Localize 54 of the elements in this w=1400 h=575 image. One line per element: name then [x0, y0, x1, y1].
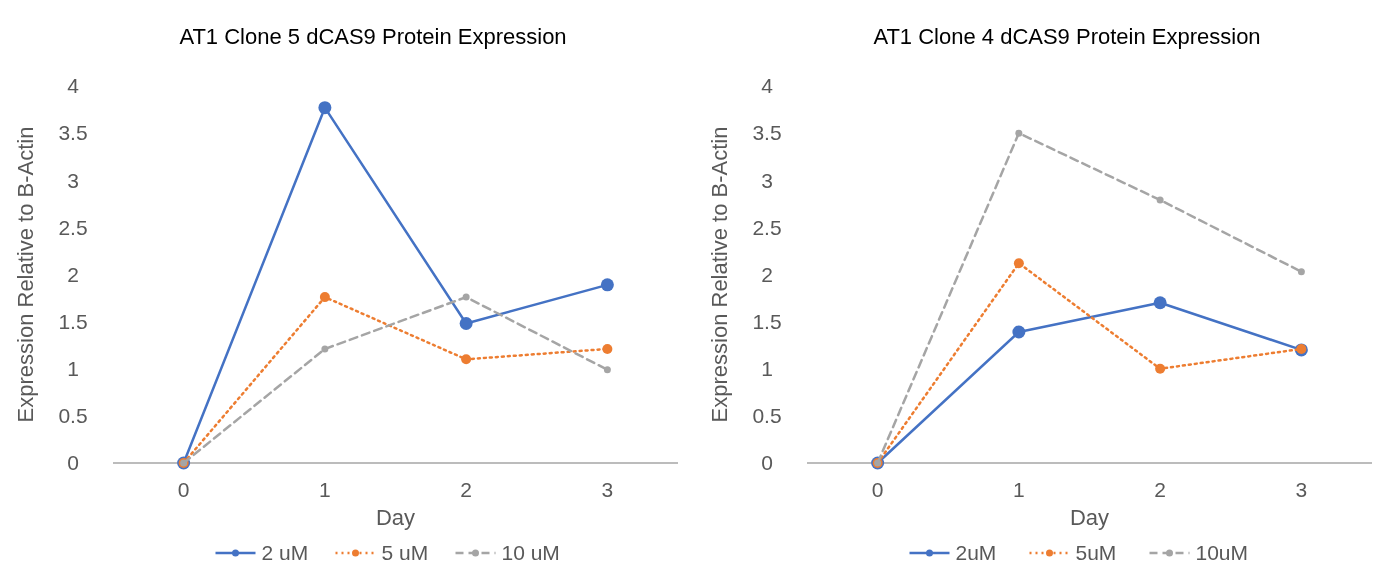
legend-label: 10 uM [501, 541, 560, 564]
point [318, 101, 332, 115]
x-tick-label: 3 [1295, 478, 1308, 501]
y-tick-label: 2 [761, 262, 773, 286]
x-tick-label: 0 [871, 478, 884, 501]
legend-label: 10uM [1195, 541, 1249, 564]
y-tick-label: 0.5 [58, 404, 88, 428]
y-tick-label: 1 [761, 357, 773, 381]
point [321, 345, 329, 353]
y-tick-label: 0.5 [752, 404, 782, 428]
point [1155, 363, 1166, 374]
legend-label: 2uM [955, 541, 997, 564]
x-axis-title: Day [1069, 505, 1110, 530]
x-tick-label: 0 [177, 478, 190, 501]
y-tick-label: 0 [761, 451, 773, 475]
y-axis-title: Expression Relative to B-Actin [707, 126, 732, 423]
legend-label: 2 uM [261, 541, 309, 564]
chart-title: AT1 Clone 5 dCAS9 Protein Expression [179, 24, 567, 49]
point [603, 366, 611, 374]
point [1297, 268, 1305, 276]
point [1013, 258, 1024, 269]
point [1012, 325, 1026, 339]
y-axis-title: Expression Relative to B-Actin [13, 126, 38, 423]
y-tick-label: 0 [67, 451, 79, 475]
legend-label: 5 uM [381, 541, 429, 564]
y-tick-label: 2 [67, 262, 79, 286]
point [462, 293, 470, 301]
point [461, 354, 472, 365]
y-tick-label: 1 [67, 357, 79, 381]
point [602, 343, 613, 354]
y-tick-label: 3.5 [752, 121, 782, 145]
x-tick-label: 2 [1154, 478, 1166, 501]
x-axis-title: Day [375, 505, 416, 530]
point [459, 317, 473, 331]
chart-title: AT1 Clone 4 dCAS9 Protein Expression [873, 24, 1261, 49]
x-tick-label: 2 [460, 478, 472, 501]
point [1015, 129, 1023, 137]
point [1156, 196, 1164, 204]
x-tick-label: 3 [601, 478, 614, 501]
point [600, 278, 614, 292]
y-tick-label: 1.5 [752, 309, 782, 333]
y-tick-label: 3.5 [58, 121, 88, 145]
y-tick-label: 2.5 [58, 215, 88, 239]
x-tick-label: 1 [319, 478, 331, 501]
y-tick-label: 4 [761, 74, 774, 98]
point [1153, 296, 1167, 310]
y-tick-label: 3 [761, 168, 773, 192]
y-tick-label: 3 [67, 168, 79, 192]
legend-label: 5uM [1075, 541, 1117, 564]
y-tick-label: 4 [67, 74, 80, 98]
x-tick-label: 1 [1013, 478, 1025, 501]
point [319, 292, 330, 303]
y-tick-label: 2.5 [752, 215, 782, 239]
y-tick-label: 1.5 [58, 309, 88, 333]
